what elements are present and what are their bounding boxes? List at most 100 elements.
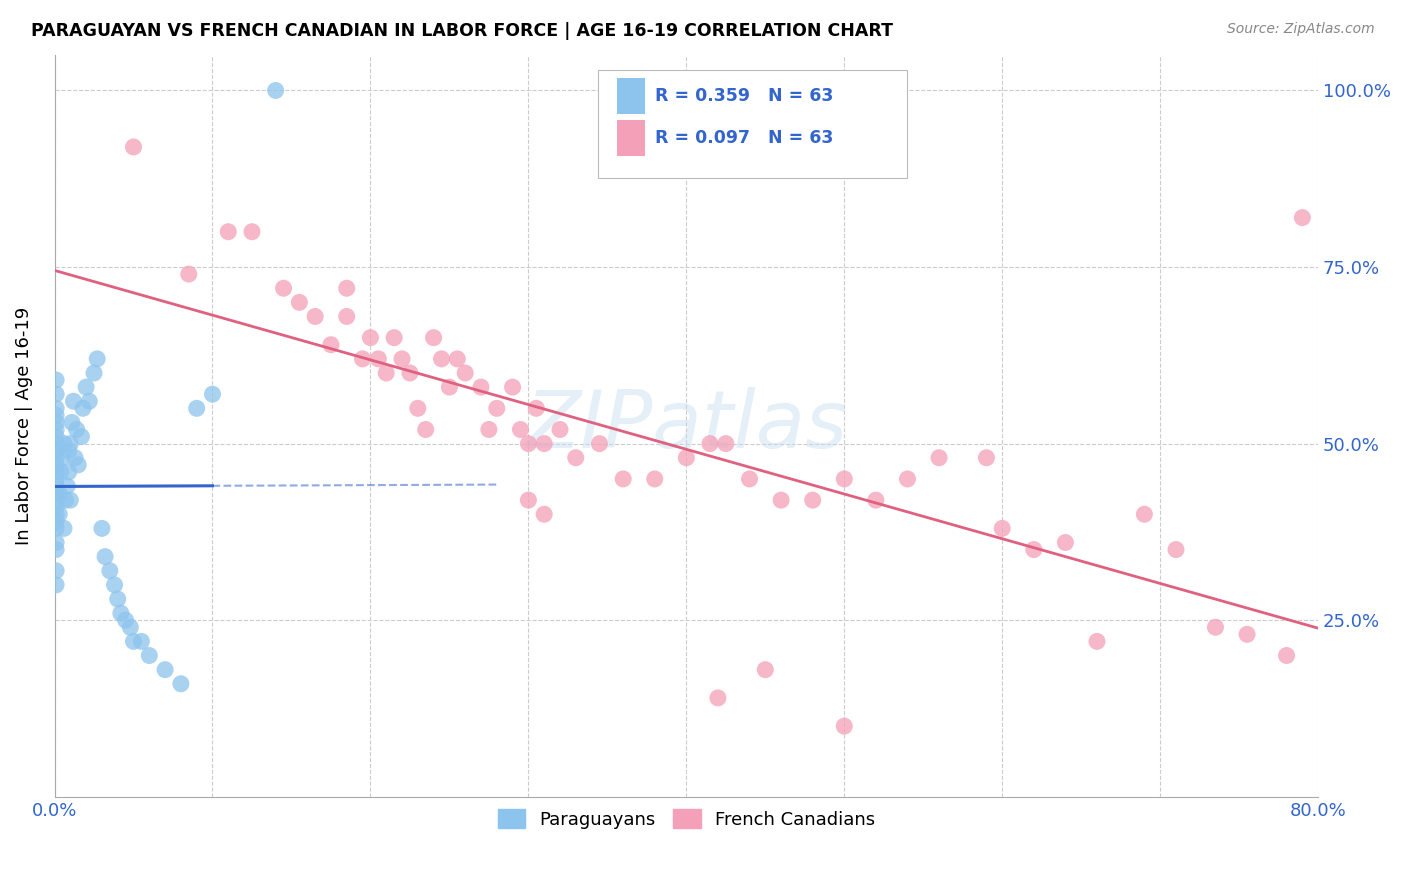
Point <box>62 394 84 409</box>
Point <box>45 436 67 450</box>
Legend: Paraguayans, French Canadians: Paraguayans, French Canadians <box>491 802 883 836</box>
Point <box>63 450 86 465</box>
Point <box>319 337 342 351</box>
Point <box>48 508 70 522</box>
Point <box>588 436 610 450</box>
Point <box>699 436 721 450</box>
Point <box>304 310 326 324</box>
Point <box>45 521 67 535</box>
Point <box>928 450 950 465</box>
Point <box>56 479 79 493</box>
Point <box>485 401 508 416</box>
Point <box>273 281 295 295</box>
Point <box>770 493 793 508</box>
Point <box>45 409 67 423</box>
Point <box>45 422 67 436</box>
Point <box>548 422 571 436</box>
Point <box>103 578 125 592</box>
FancyBboxPatch shape <box>598 70 907 178</box>
Point <box>391 351 413 366</box>
Point <box>470 380 492 394</box>
Point <box>201 387 224 401</box>
Point <box>45 429 67 443</box>
Point <box>1164 542 1187 557</box>
Point <box>382 331 405 345</box>
Point <box>131 634 153 648</box>
Point <box>45 472 67 486</box>
Point <box>45 578 67 592</box>
Text: Source: ZipAtlas.com: Source: ZipAtlas.com <box>1227 22 1375 37</box>
Point <box>138 648 160 663</box>
Point <box>336 281 359 295</box>
Point <box>644 472 666 486</box>
Point <box>70 429 93 443</box>
Point <box>86 351 108 366</box>
Point <box>454 366 477 380</box>
Point <box>48 486 70 500</box>
Point <box>446 351 468 366</box>
Point <box>264 83 287 97</box>
Point <box>122 634 145 648</box>
Point <box>83 366 105 380</box>
Bar <box>617 78 644 113</box>
Point <box>415 422 437 436</box>
Point <box>217 225 239 239</box>
Point <box>288 295 311 310</box>
Point <box>60 416 83 430</box>
Point <box>58 465 80 479</box>
Point <box>865 493 887 508</box>
Text: ZIPatlas: ZIPatlas <box>526 387 848 465</box>
Point <box>45 535 67 549</box>
Point <box>517 436 540 450</box>
Text: R = 0.359   N = 63: R = 0.359 N = 63 <box>655 87 834 105</box>
Point <box>1022 542 1045 557</box>
Point <box>45 486 67 500</box>
Point <box>45 458 67 472</box>
Point <box>754 663 776 677</box>
Point <box>98 564 121 578</box>
Point <box>1291 211 1313 225</box>
Point <box>107 592 129 607</box>
Point <box>51 450 73 465</box>
Point <box>352 351 374 366</box>
Point <box>58 443 80 458</box>
Point <box>45 493 67 508</box>
Point <box>153 663 176 677</box>
Point <box>55 493 77 508</box>
Point <box>612 472 634 486</box>
Point <box>406 401 429 416</box>
Point <box>45 508 67 522</box>
Point <box>59 493 82 508</box>
Point <box>359 331 381 345</box>
Point <box>45 401 67 416</box>
Point <box>240 225 263 239</box>
Point <box>72 401 94 416</box>
Point <box>120 620 142 634</box>
Text: R = 0.097   N = 63: R = 0.097 N = 63 <box>655 129 834 147</box>
Point <box>1236 627 1258 641</box>
Point <box>75 380 97 394</box>
Point <box>1204 620 1226 634</box>
Point <box>45 373 67 387</box>
Point <box>45 443 67 458</box>
Point <box>509 422 531 436</box>
Point <box>77 394 100 409</box>
Point <box>45 479 67 493</box>
Point <box>976 450 998 465</box>
Point <box>533 436 555 450</box>
Point <box>367 351 389 366</box>
Point <box>832 472 855 486</box>
Point <box>177 267 200 281</box>
Point <box>1054 535 1077 549</box>
Point <box>45 450 67 465</box>
Point <box>114 613 136 627</box>
Point <box>524 401 547 416</box>
Point <box>45 465 67 479</box>
Point <box>186 401 208 416</box>
Point <box>707 690 730 705</box>
Point <box>1133 508 1156 522</box>
Point <box>45 564 67 578</box>
Point <box>59 436 82 450</box>
Point <box>533 508 555 522</box>
Point <box>1085 634 1108 648</box>
